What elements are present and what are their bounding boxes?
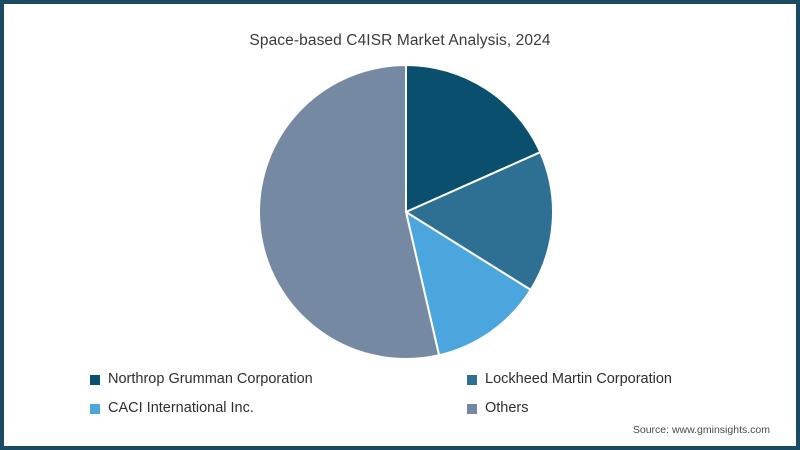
legend-row: Northrop Grumman Corporation Lockheed Ma… — [90, 368, 730, 397]
source-attribution: Source: www.gminsights.com — [632, 424, 770, 436]
pie-slice[interactable] — [258, 64, 441, 360]
legend-item-lockheed-martin[interactable]: Lockheed Martin Corporation — [467, 368, 730, 390]
pie-slice[interactable] — [405, 64, 542, 213]
chart-canvas: Space-based C4ISR Market Analysis, 2024 … — [4, 4, 796, 446]
page-title: Space-based C4ISR Market Analysis, 2024 — [249, 32, 551, 49]
legend-swatch-icon — [467, 374, 477, 385]
legend-item-northrop-grumman[interactable]: Northrop Grumman Corporation — [90, 368, 467, 390]
pie-slice[interactable] — [405, 151, 554, 291]
chart-legend: Northrop Grumman Corporation Lockheed Ma… — [90, 368, 730, 426]
legend-item-caci-international[interactable]: CACI International Inc. — [90, 397, 467, 419]
legend-swatch-icon — [90, 374, 100, 385]
legend-swatch-icon — [90, 403, 100, 414]
legend-item-label: Lockheed Martin Corporation — [485, 371, 672, 387]
legend-item-label: Northrop Grumman Corporation — [108, 371, 313, 387]
pie-chart-svg — [258, 64, 554, 360]
legend-item-label: Others — [485, 400, 529, 416]
legend-row: CACI International Inc. Others — [90, 397, 730, 426]
legend-swatch-icon — [467, 403, 477, 414]
pie-chart — [255, 61, 557, 363]
legend-item-others[interactable]: Others — [467, 397, 730, 419]
legend-item-label: CACI International Inc. — [108, 400, 254, 416]
pie-slice[interactable] — [405, 211, 532, 357]
